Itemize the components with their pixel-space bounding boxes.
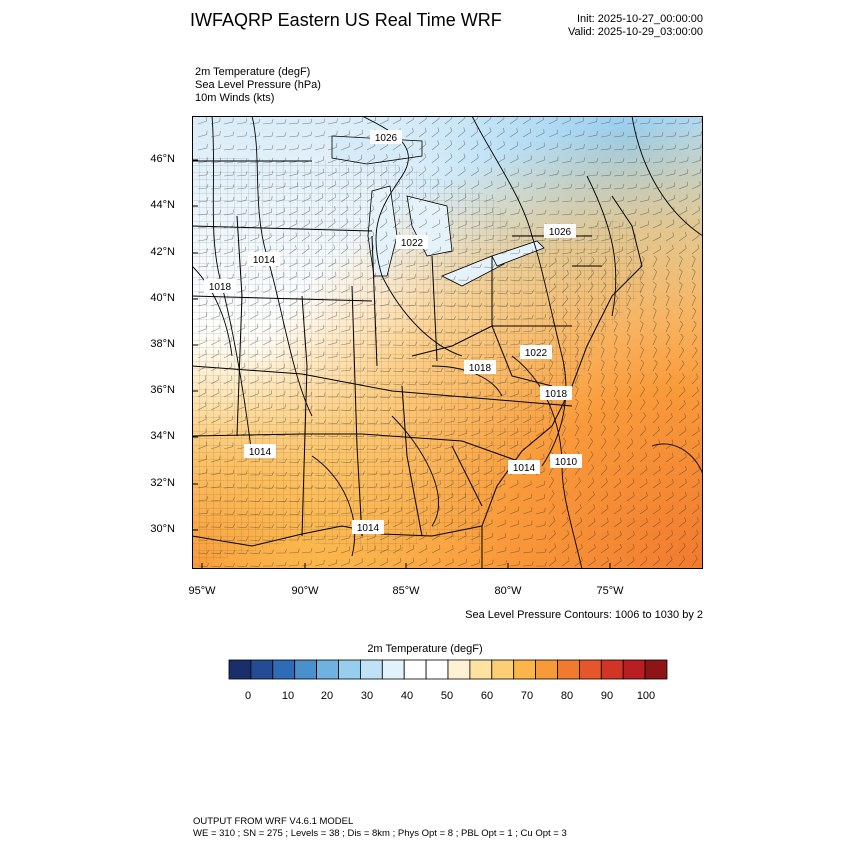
lat-label: 32°N bbox=[150, 477, 175, 489]
pressure-label: 1022 bbox=[396, 235, 428, 249]
svg-text:1014: 1014 bbox=[357, 523, 380, 534]
model-settings: WE = 310 ; SN = 275 ; Levels = 38 ; Dis … bbox=[193, 828, 567, 839]
colorbar-label: 30 bbox=[360, 690, 374, 702]
field-winds: 10m Winds (kts) bbox=[195, 92, 275, 104]
svg-text:1026: 1026 bbox=[375, 133, 398, 144]
lat-label: 30°N bbox=[150, 523, 175, 535]
colorbar-swatch bbox=[447, 659, 471, 680]
colorbar-label: 40 bbox=[400, 690, 414, 702]
time-info: Init: 2025-10-27_00:00:00 Valid: 2025-10… bbox=[530, 13, 703, 39]
colorbar-swatch bbox=[513, 659, 537, 680]
lon-label: 80°W bbox=[494, 585, 522, 597]
lat-label: 40°N bbox=[150, 292, 175, 304]
pressure-label: 1018 bbox=[204, 279, 236, 293]
colorbar-swatch bbox=[316, 659, 339, 680]
field-pressure: Sea Level Pressure (hPa) bbox=[195, 79, 321, 91]
colorbar-swatch bbox=[338, 659, 361, 680]
pressure-label: 1014 bbox=[508, 460, 540, 474]
colorbar-label: 50 bbox=[440, 690, 454, 702]
lat-label: 38°N bbox=[150, 338, 175, 350]
svg-text:1014: 1014 bbox=[513, 463, 536, 474]
colorbar-swatch bbox=[557, 659, 580, 680]
lat-label: 36°N bbox=[150, 384, 175, 396]
map-frame bbox=[192, 116, 703, 569]
lat-label: 34°N bbox=[150, 430, 175, 442]
lon-label: 75°W bbox=[596, 585, 624, 597]
plot-title: IWFAQRP Eastern US Real Time WRF bbox=[190, 10, 502, 30]
colorbar-label: 80 bbox=[560, 690, 574, 702]
svg-text:1022: 1022 bbox=[525, 348, 548, 359]
colorbar-swatch bbox=[578, 659, 602, 680]
colorbar-swatch bbox=[381, 659, 405, 680]
valid-time: Valid: 2025-10-29_03:00:00 bbox=[568, 26, 703, 38]
colorbar-label: 60 bbox=[480, 690, 494, 702]
colorbar-swatch bbox=[600, 659, 624, 680]
pressure-label: 1018 bbox=[540, 386, 572, 400]
pressure-label: 1010 bbox=[550, 454, 582, 468]
weather-map: 1026 1022 1026 1014 1018 1022 1018 1018 … bbox=[192, 116, 703, 569]
model-info: OUTPUT FROM WRF V4.6.1 MODEL WE = 310 ; … bbox=[193, 816, 567, 840]
colorbar-label: 70 bbox=[520, 690, 534, 702]
svg-text:1010: 1010 bbox=[555, 457, 578, 468]
lat-label: 44°N bbox=[150, 199, 175, 211]
model-version: OUTPUT FROM WRF V4.6.1 MODEL bbox=[193, 816, 354, 827]
lon-label: 85°W bbox=[392, 585, 420, 597]
field-temperature: 2m Temperature (degF) bbox=[195, 66, 311, 78]
lat-label: 46°N bbox=[150, 153, 175, 165]
lon-label: 95°W bbox=[188, 585, 216, 597]
colorbar-label: 20 bbox=[320, 690, 334, 702]
svg-text:1018: 1018 bbox=[545, 389, 568, 400]
colorbar-label: 100 bbox=[636, 690, 656, 702]
svg-text:1022: 1022 bbox=[401, 238, 424, 249]
pressure-label: 1018 bbox=[464, 360, 496, 374]
pressure-label: 1014 bbox=[352, 520, 384, 534]
colorbar-swatch bbox=[491, 659, 515, 680]
colorbar-label: 0 bbox=[244, 690, 252, 702]
pressure-label: 1014 bbox=[248, 252, 280, 266]
field-list: 2m Temperature (degF) Sea Level Pressure… bbox=[195, 66, 321, 105]
contour-note: Sea Level Pressure Contours: 1006 to 103… bbox=[465, 609, 703, 621]
colorbar-swatch bbox=[622, 659, 646, 680]
colorbar-swatch bbox=[294, 659, 317, 680]
colorbar-swatch bbox=[644, 659, 668, 680]
colorbar-swatch bbox=[403, 659, 427, 680]
colorbar-swatch bbox=[250, 659, 274, 680]
svg-text:1018: 1018 bbox=[209, 282, 232, 293]
svg-text:1014: 1014 bbox=[253, 255, 276, 266]
colorbar-label: 90 bbox=[600, 690, 614, 702]
pressure-label: 1014 bbox=[244, 444, 276, 458]
lat-label: 42°N bbox=[150, 246, 175, 258]
lon-label: 90°W bbox=[291, 585, 319, 597]
svg-text:1026: 1026 bbox=[549, 227, 572, 238]
pressure-label: 1022 bbox=[520, 345, 552, 359]
svg-text:1018: 1018 bbox=[469, 363, 492, 374]
colorbar-swatch bbox=[359, 659, 383, 680]
colorbar-swatch bbox=[425, 659, 449, 680]
pressure-label: 1026 bbox=[544, 224, 576, 238]
pressure-label: 1026 bbox=[370, 130, 402, 144]
colorbar-swatch bbox=[272, 659, 296, 680]
colorbar bbox=[228, 659, 668, 680]
colorbar-swatch bbox=[535, 659, 558, 680]
svg-text:1014: 1014 bbox=[249, 447, 272, 458]
colorbar-title: 2m Temperature (degF) bbox=[367, 643, 483, 655]
init-time: Init: 2025-10-27_00:00:00 bbox=[577, 13, 703, 25]
colorbar-swatch bbox=[469, 659, 493, 680]
colorbar-label: 10 bbox=[281, 690, 295, 702]
wind-barbs bbox=[197, 116, 703, 568]
colorbar-swatch bbox=[228, 659, 252, 680]
